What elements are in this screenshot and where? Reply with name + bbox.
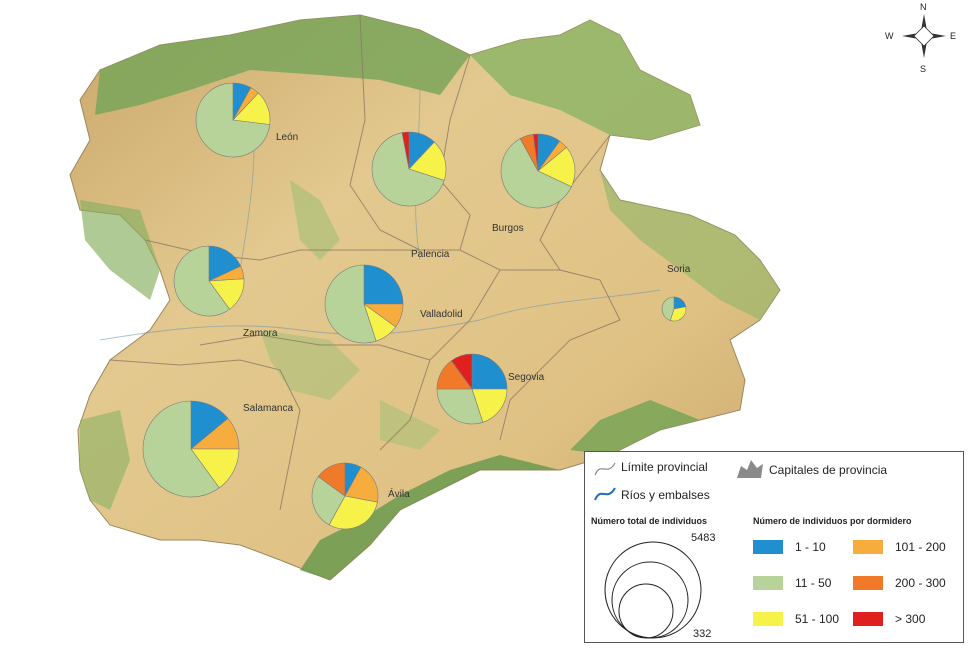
capital-symbol bbox=[737, 460, 763, 478]
provincial-limit-symbol bbox=[594, 462, 616, 476]
pie-slice bbox=[324, 264, 377, 344]
rivers-label: Ríos y embalses bbox=[621, 488, 710, 502]
capital-label: Capitales de provincia bbox=[769, 463, 888, 477]
class-label: 1 - 10 bbox=[795, 540, 826, 554]
class-legend-item: 200 - 300 bbox=[853, 576, 946, 590]
pie-slice bbox=[371, 132, 445, 207]
min-size-value: 332 bbox=[693, 628, 712, 640]
max-size-value: 5483 bbox=[691, 532, 716, 544]
rivers-symbol bbox=[594, 487, 616, 501]
pie-slice bbox=[363, 264, 404, 305]
pie-slice bbox=[500, 138, 572, 209]
class-legend-item: 101 - 200 bbox=[853, 540, 946, 554]
city-label-leon: León bbox=[276, 132, 298, 143]
legend: Límite provincial Capitales de provincia… bbox=[584, 451, 964, 643]
class-legend-item: 51 - 100 bbox=[753, 612, 839, 626]
city-label-avila: Ávila bbox=[388, 487, 410, 500]
pie-slice bbox=[451, 353, 473, 390]
pie-slice bbox=[471, 353, 508, 390]
individuals-per-roost-title: Número de individuos por dormidero bbox=[753, 516, 912, 526]
class-label: 101 - 200 bbox=[895, 540, 946, 554]
city-label-salamanca: Salamanca bbox=[243, 403, 293, 414]
class-label: 11 - 50 bbox=[795, 576, 832, 590]
city-label-burgos: Burgos bbox=[492, 223, 524, 234]
city-label-valladolid: Valladolid bbox=[420, 309, 463, 320]
class-swatch bbox=[753, 576, 783, 590]
city-labels: León Palencia Burgos Soria Zamora Vallad… bbox=[243, 132, 691, 500]
pie-slice bbox=[208, 245, 242, 282]
class-swatch bbox=[853, 576, 883, 590]
pie-slice bbox=[195, 82, 271, 158]
size-circles bbox=[604, 541, 702, 639]
pie-slice bbox=[317, 462, 346, 497]
pie-slice bbox=[401, 131, 410, 170]
class-legend-item: 1 - 10 bbox=[753, 540, 826, 554]
compass-east-label: E bbox=[950, 31, 956, 41]
pie-slice bbox=[471, 388, 508, 423]
pie-slice bbox=[408, 141, 447, 181]
class-legend-item: 11 - 50 bbox=[753, 576, 831, 590]
compass-west-label: W bbox=[885, 31, 894, 41]
class-swatch bbox=[753, 612, 783, 626]
pie-slice bbox=[344, 466, 379, 503]
pie-slice bbox=[328, 495, 378, 530]
provincial-limit-label: Límite provincial bbox=[621, 460, 708, 474]
pie-slice bbox=[533, 133, 539, 172]
pie-slice bbox=[173, 245, 230, 317]
class-swatch bbox=[853, 540, 883, 554]
class-label: > 300 bbox=[895, 612, 926, 626]
class-label: 200 - 300 bbox=[895, 576, 946, 590]
total-individuals-title: Número total de individuos bbox=[591, 516, 708, 526]
class-label: 51 - 100 bbox=[795, 612, 840, 626]
pie-slice bbox=[436, 388, 484, 425]
pie-slice bbox=[669, 306, 687, 322]
city-label-soria: Soria bbox=[667, 264, 691, 275]
compass-south-label: S bbox=[920, 64, 926, 74]
compass-north-label: N bbox=[920, 2, 927, 12]
class-legend-item: > 300 bbox=[853, 612, 925, 626]
pie-slice bbox=[537, 146, 576, 188]
pie-slice bbox=[142, 400, 220, 498]
pie-charts bbox=[142, 82, 687, 530]
pie-slice bbox=[311, 476, 346, 526]
class-swatch bbox=[753, 540, 783, 554]
compass-rose: N S E W bbox=[885, 2, 956, 74]
city-label-palencia: Palencia bbox=[411, 249, 450, 260]
city-label-segovia: Segovia bbox=[508, 372, 545, 383]
pie-slice bbox=[661, 296, 675, 321]
city-label-zamora: Zamora bbox=[243, 328, 278, 339]
relief-shading bbox=[80, 15, 780, 580]
class-swatch bbox=[853, 612, 883, 626]
